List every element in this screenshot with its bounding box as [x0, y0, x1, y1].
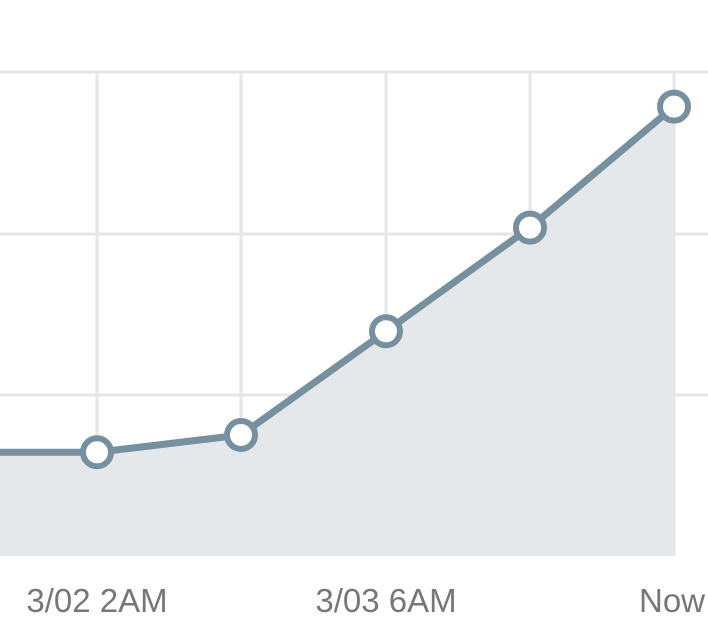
x-tick-label: Now [639, 582, 705, 619]
data-point[interactable] [513, 210, 547, 245]
data-point[interactable] [657, 89, 691, 124]
point-layer [80, 89, 691, 470]
x-tick-label: 3/02 2AM [26, 582, 167, 619]
data-point[interactable] [369, 314, 403, 349]
line-layer [0, 103, 677, 456]
tick-layer: 3/02 2AM 3/03 6AM Now [26, 582, 705, 619]
data-point[interactable] [224, 418, 258, 452]
series-line [0, 103, 677, 456]
series-area [0, 106, 674, 556]
x-tick-label: 3/03 6AM [315, 582, 456, 619]
area-layer [0, 106, 674, 556]
data-point[interactable] [80, 435, 114, 470]
